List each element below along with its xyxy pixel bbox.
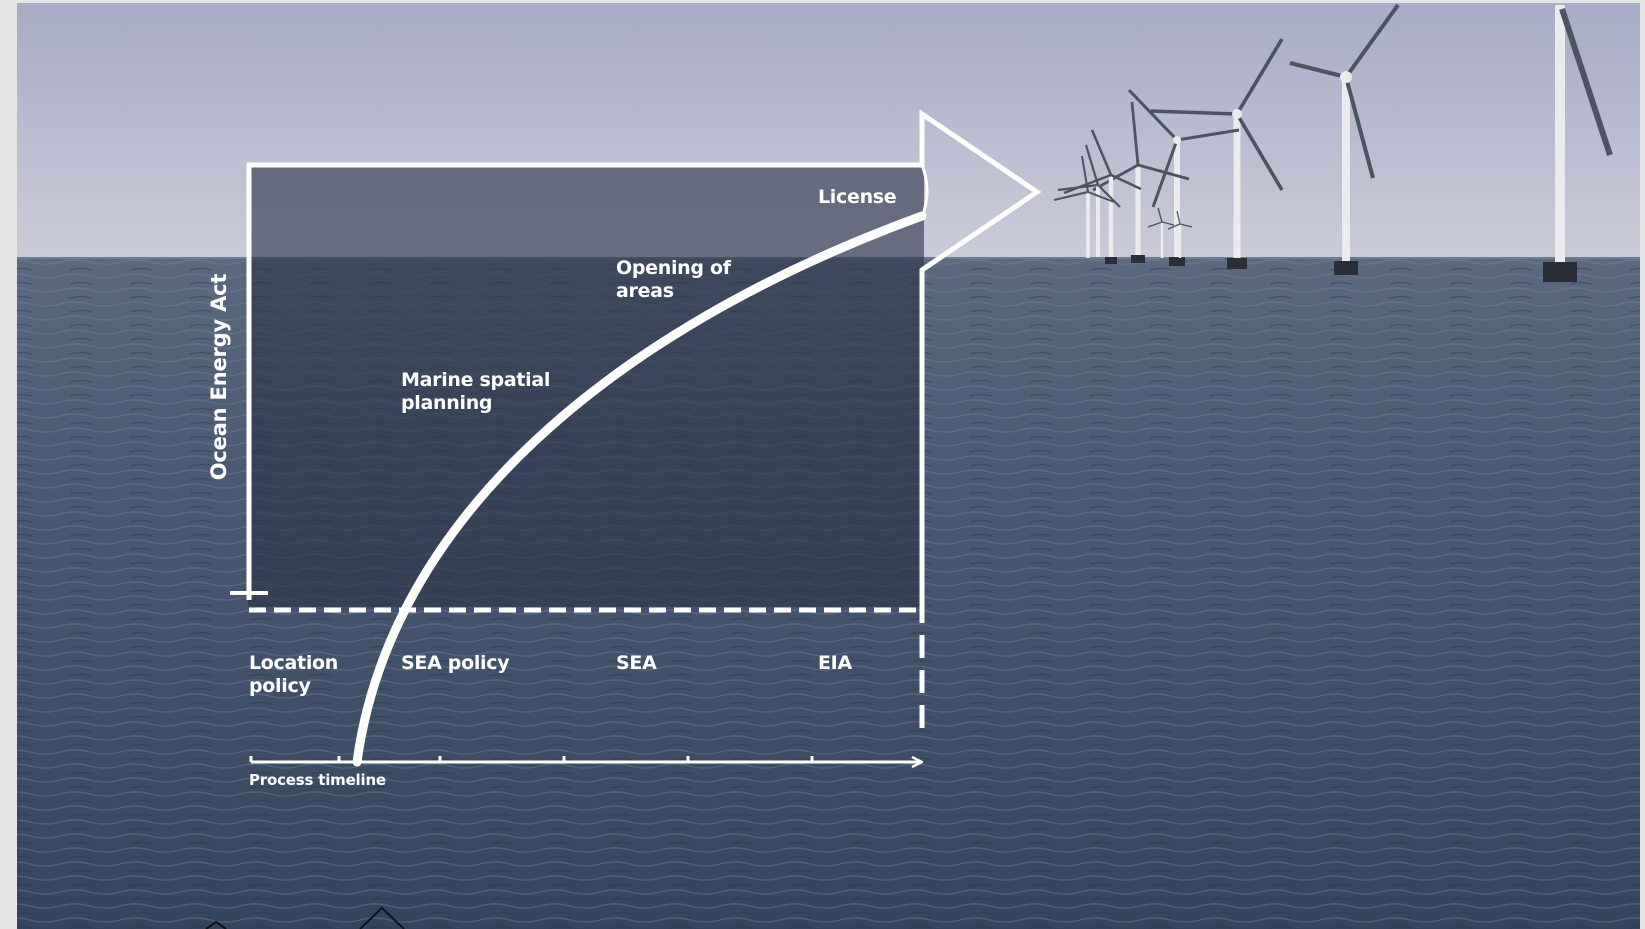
y-axis-label: Ocean Energy Act	[207, 273, 231, 481]
phase-label-sea-policy: SEA policy	[401, 652, 510, 674]
wind-turbine-icon	[1543, 5, 1613, 282]
stage-label-license: License	[818, 186, 897, 208]
stage-label-opening-of-areas: Opening of areas	[616, 257, 731, 302]
progress-curve	[352, 211, 927, 767]
wind-turbine-icon	[1167, 210, 1193, 258]
wind-turbine-icon	[1053, 155, 1115, 258]
arrow-outline	[246, 109, 1042, 600]
wind-turbines	[1053, 3, 1613, 282]
right-border-strip	[1640, 0, 1645, 929]
big-arrow	[246, 109, 1042, 600]
top-border-strip	[0, 0, 1645, 3]
wind-turbine-icon	[1057, 144, 1121, 257]
bottom-crop-shapes	[205, 906, 405, 929]
phase-label-eia: EIA	[818, 652, 852, 674]
wind-turbine-icon	[1127, 88, 1240, 266]
left-border-strip	[0, 0, 17, 929]
stage-overlay-fill	[248, 165, 924, 607]
wind-turbine-icon	[1150, 38, 1284, 269]
phase-label-sea: SEA	[616, 652, 657, 674]
wind-turbine-icon	[1289, 3, 1400, 275]
stage-overlay	[248, 165, 924, 607]
stage-label-marine-spatial-planning: Marine spatial planning	[401, 369, 551, 414]
wind-turbine-icon	[1147, 207, 1175, 258]
timeline-area	[249, 600, 925, 762]
x-axis-label: Process timeline	[249, 771, 386, 789]
phase-label-location-policy: Location policy	[249, 652, 339, 697]
